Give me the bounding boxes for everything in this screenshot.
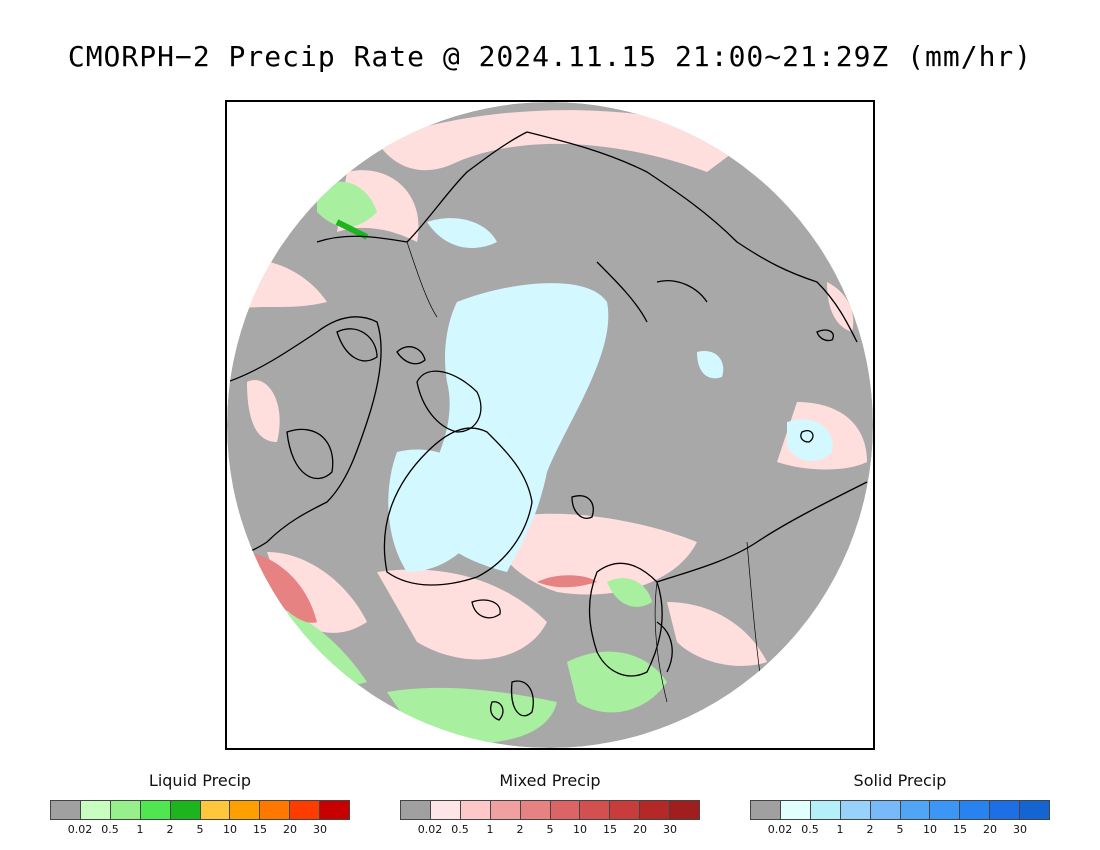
- color-swatch: [51, 801, 81, 819]
- legend-mixed: Mixed Precip 0.02 0.5 1 2 5 10 15 20 30: [400, 770, 700, 836]
- color-swatch: [460, 801, 491, 819]
- color-swatch: [990, 801, 1021, 819]
- tick-label: 15: [603, 823, 617, 836]
- color-scale: [400, 800, 700, 820]
- color-swatch: [900, 801, 931, 819]
- tick-label: 10: [573, 823, 587, 836]
- tick-label: 5: [196, 823, 204, 836]
- color-swatch: [320, 801, 350, 819]
- tick-label: 0.5: [801, 823, 819, 836]
- color-swatch: [670, 801, 700, 819]
- tick-label: 0.02: [767, 823, 793, 836]
- legend-title: Mixed Precip: [499, 771, 601, 790]
- color-swatch: [200, 801, 231, 819]
- tick-label: 5: [546, 823, 554, 836]
- tick-label: 0.02: [67, 823, 93, 836]
- color-swatch: [840, 801, 871, 819]
- mixed-precip-heavy: [247, 552, 597, 623]
- color-swatch: [230, 801, 261, 819]
- tick-label: 10: [223, 823, 237, 836]
- legend-liquid: Liquid Precip 0.02 0.5 1 2 5 10 15 20 30: [50, 770, 350, 836]
- tick-label: 15: [953, 823, 967, 836]
- tick-label: 30: [663, 823, 677, 836]
- color-swatch: [110, 801, 141, 819]
- tick-label: 5: [896, 823, 904, 836]
- legend-title: Solid Precip: [853, 771, 947, 790]
- tick-label: 20: [633, 823, 647, 836]
- color-swatch: [430, 801, 461, 819]
- tick-label: 20: [983, 823, 997, 836]
- tick-label: 2: [516, 823, 524, 836]
- color-swatch: [640, 801, 671, 819]
- color-swatch: [170, 801, 201, 819]
- color-swatch: [960, 801, 991, 819]
- color-swatch: [780, 801, 811, 819]
- legend-title: Liquid Precip: [148, 771, 252, 790]
- color-swatch: [580, 801, 611, 819]
- color-swatch: [930, 801, 961, 819]
- color-swatch: [140, 801, 171, 819]
- color-swatch: [810, 801, 841, 819]
- coastlines: [227, 131, 868, 721]
- tick-label: 1: [836, 823, 844, 836]
- color-swatch: [490, 801, 521, 819]
- tick-label: 2: [866, 823, 874, 836]
- tick-labels: 0.02 0.5 1 2 5 10 15 20 30: [750, 820, 1050, 836]
- tick-label: 30: [1013, 823, 1027, 836]
- tick-label: 2: [166, 823, 174, 836]
- liquid-precip-heavy: [335, 219, 369, 240]
- tick-labels: 0.02 0.5 1 2 5 10 15 20 30: [50, 820, 350, 836]
- map-title: CMORPH−2 Precip Rate @ 2024.11.15 21:00~…: [67, 40, 1033, 73]
- color-swatch: [401, 801, 431, 819]
- tick-label: 0.5: [451, 823, 469, 836]
- color-swatch: [290, 801, 321, 819]
- tick-label: 1: [136, 823, 144, 836]
- legend-solid: Solid Precip 0.02 0.5 1 2 5 10 15 20 30: [750, 770, 1050, 836]
- color-swatch: [80, 801, 111, 819]
- color-swatch: [610, 801, 641, 819]
- tick-label: 30: [313, 823, 327, 836]
- liquid-precip-areas: [287, 181, 667, 744]
- tick-label: 0.02: [417, 823, 443, 836]
- tick-label: 20: [283, 823, 297, 836]
- color-swatch: [260, 801, 291, 819]
- tick-label: 15: [253, 823, 267, 836]
- color-swatch: [520, 801, 551, 819]
- color-scale: [750, 800, 1050, 820]
- color-scale: [50, 800, 350, 820]
- tick-label: 1: [486, 823, 494, 836]
- color-swatch: [751, 801, 781, 819]
- precip-map-canvas: [227, 102, 873, 748]
- polar-map: [225, 100, 875, 750]
- color-swatch: [1020, 801, 1050, 819]
- solid-precip-areas: [388, 218, 833, 572]
- tick-label: 10: [923, 823, 937, 836]
- color-swatch: [550, 801, 581, 819]
- color-swatch: [870, 801, 901, 819]
- tick-label: 0.5: [101, 823, 119, 836]
- tick-labels: 0.02 0.5 1 2 5 10 15 20 30: [400, 820, 700, 836]
